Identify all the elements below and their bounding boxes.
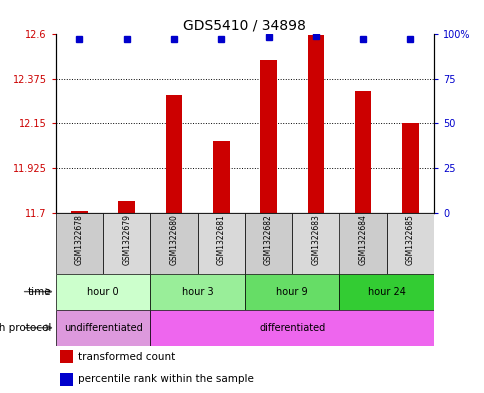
Bar (386, 213, 433, 274)
Bar (56, 310, 150, 346)
Bar (401, 123, 418, 213)
Bar (166, 95, 182, 213)
Title: GDS5410 / 34898: GDS5410 / 34898 (183, 18, 306, 33)
Text: GSM1322683: GSM1322683 (311, 215, 320, 265)
Bar (103, 213, 150, 274)
Bar (150, 274, 244, 310)
Text: undifferentiated: undifferentiated (63, 323, 142, 333)
Bar (60, 351, 73, 363)
Text: percentile rank within the sample: percentile rank within the sample (78, 374, 254, 384)
Bar (212, 141, 229, 213)
Text: hour 3: hour 3 (182, 286, 213, 297)
Text: GSM1322679: GSM1322679 (122, 215, 131, 265)
Bar (307, 35, 323, 213)
Bar (56, 274, 150, 310)
Text: GSM1322681: GSM1322681 (216, 215, 226, 265)
Text: growth protocol: growth protocol (0, 323, 51, 333)
Text: hour 9: hour 9 (276, 286, 307, 297)
Bar (197, 213, 244, 274)
Bar (354, 92, 371, 213)
Bar (339, 274, 433, 310)
Text: GSM1322678: GSM1322678 (75, 215, 84, 265)
Text: transformed count: transformed count (78, 352, 175, 362)
Bar (260, 60, 276, 213)
Text: hour 24: hour 24 (367, 286, 405, 297)
Text: differentiated: differentiated (258, 323, 325, 333)
Bar (118, 201, 135, 213)
Bar (339, 213, 386, 274)
Text: time: time (27, 286, 51, 297)
Bar (71, 211, 88, 213)
Bar (56, 213, 103, 274)
Bar (244, 213, 291, 274)
Text: GSM1322685: GSM1322685 (405, 215, 414, 265)
Text: GSM1322682: GSM1322682 (263, 215, 272, 265)
Bar (291, 213, 339, 274)
Bar (150, 310, 433, 346)
Bar (150, 213, 197, 274)
Bar (244, 274, 339, 310)
Text: GSM1322684: GSM1322684 (358, 215, 367, 265)
Text: hour 0: hour 0 (87, 286, 119, 297)
Bar (60, 373, 73, 386)
Text: GSM1322680: GSM1322680 (169, 215, 178, 265)
